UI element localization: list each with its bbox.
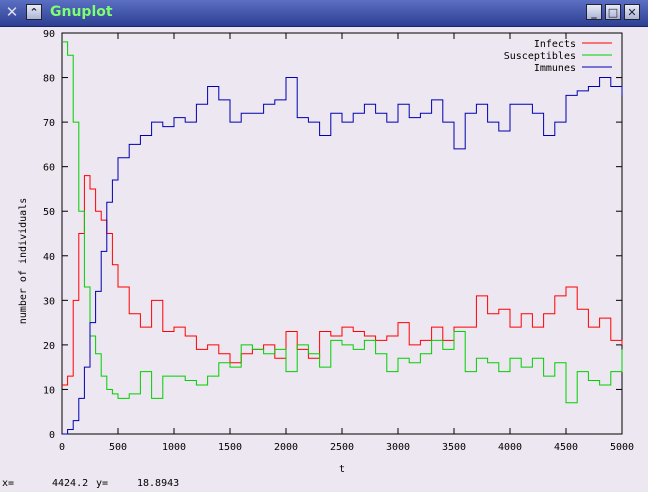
status-x-label: x= [2, 478, 15, 489]
legend-label-susceptibles: Susceptibles [504, 51, 576, 62]
legend-label-immunes: Immunes [534, 63, 576, 74]
series-line-infects [62, 175, 623, 386]
x-tick-label: 500 [109, 442, 127, 453]
x-tick-label: 3500 [442, 442, 466, 453]
window-title: Gnuplot [50, 4, 113, 20]
x-tick-label: 4000 [498, 442, 522, 453]
x-tick-label: 3000 [386, 442, 410, 453]
status-x-value: 4424.2 [52, 478, 89, 489]
series-line-susceptibles [62, 41, 623, 404]
x-tick-label: 5000 [610, 442, 634, 453]
status-y-value: 18.8943 [137, 478, 180, 489]
x-tick-label: 2000 [274, 442, 298, 453]
maximize-button[interactable]: □ [605, 4, 621, 20]
status-y-label: y= [96, 478, 109, 489]
y-tick-label: 60 [43, 163, 55, 174]
plot-canvas[interactable]: 0 500 1000 1500 2000 2500 3000 3500 4000 4500 5000… [0, 26, 648, 476]
x-tick-label: 4500 [554, 442, 578, 453]
y-tick-label: 40 [43, 252, 55, 263]
line-chart[interactable]: 0 500 1000 1500 2000 2500 3000 3500 4000 4500 5000… [0, 26, 648, 476]
y-tick-label: 30 [43, 296, 55, 307]
legend-label-infects: Infects [534, 39, 576, 50]
y-tick-label: 10 [43, 385, 55, 396]
x-tick-label: 2500 [330, 442, 354, 453]
series-line-immunes [62, 77, 623, 435]
plot-frame [61, 32, 623, 435]
x-tick-label: 0 [59, 442, 65, 453]
y-tick-label: 80 [43, 74, 55, 85]
x-tick-label: 1000 [162, 442, 186, 453]
y-axis-label: number of individuals [18, 198, 29, 324]
y-tick-label: 70 [43, 118, 55, 129]
y-tick-label: 0 [49, 430, 55, 441]
close-button[interactable]: ✕ [624, 4, 640, 20]
title-bar[interactable]: ✕ ⌃ Gnuplot _ □ ✕ [0, 0, 648, 27]
y-tick-label: 90 [43, 29, 55, 40]
minimize-button[interactable]: _ [586, 4, 602, 20]
y-tick-label: 50 [43, 207, 55, 218]
status-bar: x= 4424.2 y= 18.8943 [0, 476, 648, 492]
y-tick-label: 20 [43, 341, 55, 352]
x-axis-label: t [339, 464, 345, 475]
window-menu-icon[interactable]: ✕ [5, 3, 19, 21]
x-tick-label: 1500 [218, 442, 242, 453]
collapse-button[interactable]: ⌃ [26, 4, 42, 20]
